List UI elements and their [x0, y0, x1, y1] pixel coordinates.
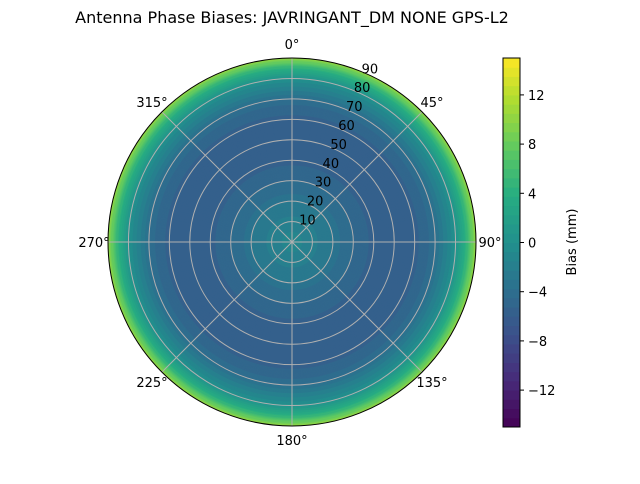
colorbar-tick-label: −4 [528, 286, 547, 301]
polar-grid [107, 57, 477, 427]
colorbar-level [503, 325, 520, 336]
colorbar-level [503, 343, 520, 354]
r-tick-label: 10 [299, 213, 316, 228]
theta-tick-label: 270° [78, 236, 109, 251]
colorbar-level [503, 390, 520, 400]
r-tick-label: 90 [362, 62, 379, 77]
colorbar-level [503, 187, 520, 197]
colorbar-level [503, 76, 520, 87]
colorbar-level [503, 94, 520, 105]
polar-frame [107, 57, 477, 427]
colorbar-level [503, 214, 520, 225]
colorbar-level [503, 104, 520, 114]
colorbar-tick-label: 12 [528, 89, 545, 104]
colorbar-level [503, 122, 520, 133]
colorbar-tick-label: 4 [528, 187, 536, 202]
theta-tick-label: 45° [420, 96, 443, 111]
colorbar-level [503, 205, 520, 216]
colorbar-level [503, 85, 520, 96]
colorbar-level [503, 307, 520, 317]
colorbar-level [503, 260, 520, 271]
colorbar-level [503, 177, 520, 188]
colorbar-level [503, 58, 520, 68]
colorbar-level [503, 196, 520, 207]
theta-gridline [291, 111, 423, 243]
r-tick-label: 30 [315, 176, 332, 191]
colorbar: −12 −8 −4 0 4 8 12 [502, 57, 555, 428]
colorbar-level [503, 417, 520, 428]
colorbar-level [503, 168, 520, 179]
colorbar-level [503, 242, 520, 253]
r-tick-label: 20 [307, 195, 324, 210]
colorbar-level [503, 371, 520, 382]
colorbar-level [503, 141, 520, 151]
colorbar-level [503, 159, 520, 170]
colorbar-level [503, 408, 520, 419]
colorbar-level [503, 113, 520, 124]
colorbar-tick-label: −8 [528, 335, 547, 350]
r-tick-label: 70 [346, 100, 363, 115]
theta-tick-label: 225° [136, 376, 167, 391]
theta-tick-label: 90° [478, 236, 501, 251]
colorbar-level [503, 270, 520, 280]
colorbar-level [503, 67, 520, 77]
theta-gridline [161, 111, 293, 243]
colorbar-level [503, 279, 520, 290]
colorbar-level [503, 297, 520, 308]
colorbar-level [503, 399, 520, 410]
colorbar-level [503, 233, 520, 243]
colorbar-tick-label: 8 [528, 138, 536, 153]
colorbar-level [503, 224, 520, 234]
colorbar-tick-label: 0 [528, 237, 536, 252]
colorbar-level [503, 362, 520, 373]
theta-tick-label: 0° [285, 38, 300, 53]
theta-gridline [291, 241, 423, 373]
colorbar-level [503, 131, 520, 142]
theta-gridline [161, 241, 293, 373]
colorbar-level [503, 334, 520, 345]
colorbar-level [503, 316, 520, 327]
r-tick-label: 80 [354, 81, 371, 96]
r-tick-label: 40 [323, 157, 340, 172]
theta-tick-label: 315° [136, 96, 167, 111]
colorbar-level [503, 353, 520, 363]
colorbar-label: Bias (mm) [565, 209, 580, 276]
colorbar-level [503, 380, 520, 391]
colorbar-level [503, 288, 520, 299]
r-tick-label: 50 [330, 138, 347, 153]
colorbar-tick-label: −12 [528, 384, 555, 399]
colorbar-level [503, 150, 520, 160]
chart-title: Antenna Phase Biases: JAVRINGANT_DM NONE… [75, 8, 509, 28]
colorbar-level [503, 251, 520, 262]
theta-tick-label: 135° [416, 376, 447, 391]
r-tick-label: 60 [338, 119, 355, 134]
axis-labels: 0° 45° 90° 135° 180° 225° 270° 315° 10 20 30 40 50 60… [78, 38, 501, 449]
theta-tick-label: 180° [276, 434, 307, 449]
